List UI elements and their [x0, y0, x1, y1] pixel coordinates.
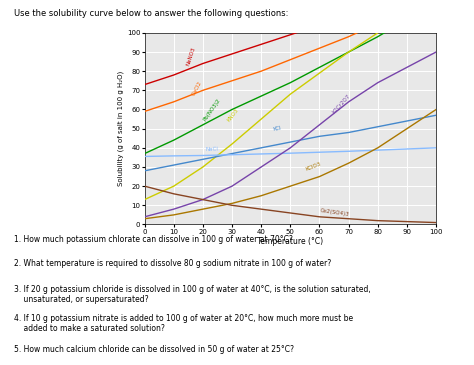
Text: CaCl2: CaCl2	[191, 80, 203, 97]
Text: KCl: KCl	[273, 125, 282, 132]
Text: 4. If 10 g potassium nitrate is added to 100 g of water at 20°C, how much more m: 4. If 10 g potassium nitrate is added to…	[14, 314, 353, 333]
Text: K2Cr2O7: K2Cr2O7	[331, 93, 351, 115]
Text: NaNO3: NaNO3	[185, 46, 196, 66]
Text: 1. How much potassium chlorate can dissolve in 100 g of water at 70°C?: 1. How much potassium chlorate can disso…	[14, 235, 293, 245]
Text: 5. How much calcium chloride can be dissolved in 50 g of water at 25°C?: 5. How much calcium chloride can be diss…	[14, 345, 294, 354]
Text: KNO3: KNO3	[226, 108, 239, 123]
Text: Ce2(SO4)3: Ce2(SO4)3	[319, 208, 349, 218]
Text: NaCl: NaCl	[206, 146, 219, 151]
Y-axis label: Solubility (g of salt in 100 g H₂O): Solubility (g of salt in 100 g H₂O)	[118, 71, 124, 186]
Text: 3. If 20 g potassium chloride is dissolved in 100 g of water at 40°C, is the sol: 3. If 20 g potassium chloride is dissolv…	[14, 285, 371, 304]
X-axis label: Temperature (°C): Temperature (°C)	[257, 237, 323, 246]
Text: KClO3: KClO3	[305, 162, 322, 172]
Text: 2. What temperature is required to dissolve 80 g sodium nitrate in 100 g of wate: 2. What temperature is required to disso…	[14, 259, 331, 268]
Text: Use the solubility curve below to answer the following questions:: Use the solubility curve below to answer…	[14, 9, 289, 18]
Text: Pb(NO3)2: Pb(NO3)2	[203, 97, 222, 122]
